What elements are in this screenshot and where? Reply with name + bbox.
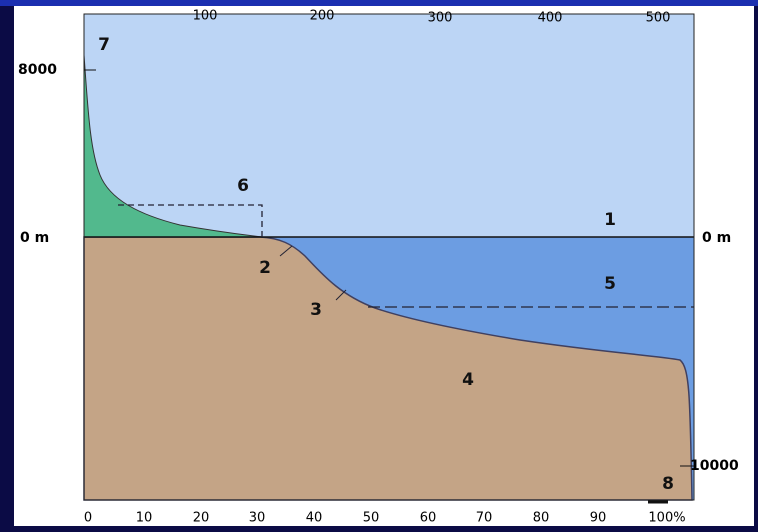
bottom-tick-label: 0	[84, 511, 92, 526]
callout: 7	[98, 35, 110, 55]
top-band	[0, 0, 758, 6]
top-tick-label: 500	[646, 11, 671, 26]
top-tick-label: 400	[538, 11, 563, 26]
top-tick-label: 200	[310, 9, 335, 24]
callout: 6	[237, 176, 249, 196]
callout: 3	[310, 300, 322, 320]
bottom-tick-label: 60	[420, 511, 437, 526]
bottom-tick-label: 100%	[648, 511, 685, 526]
bottom-tick-label: 30	[249, 511, 266, 526]
bottom-tick-label: 10	[136, 511, 153, 526]
sky	[84, 14, 694, 237]
callout: 2	[259, 258, 271, 278]
bottom-tick-label: 80	[533, 511, 550, 526]
callout: 8	[662, 474, 674, 494]
bottom-tick-label: 40	[306, 511, 323, 526]
left-label: 0 m	[20, 230, 49, 246]
callout: 1	[604, 210, 616, 230]
callout: 4	[462, 370, 474, 390]
callout: 5	[604, 274, 616, 294]
bottom-tick-label: 90	[590, 511, 607, 526]
top-tick-label: 100	[193, 9, 218, 24]
right-label: 0 m	[702, 230, 731, 246]
bottom-tick-label: 50	[363, 511, 380, 526]
top-tick-label: 300	[428, 11, 453, 26]
left-label: 8000	[18, 62, 57, 78]
right-label: 10000	[690, 458, 739, 474]
bottom-tick-label: 70	[476, 511, 493, 526]
hypsographic-diagram: 100 200 300 400 500 0 10 20 30 40 50 60 …	[0, 0, 758, 532]
bottom-tick-label: 20	[193, 511, 210, 526]
